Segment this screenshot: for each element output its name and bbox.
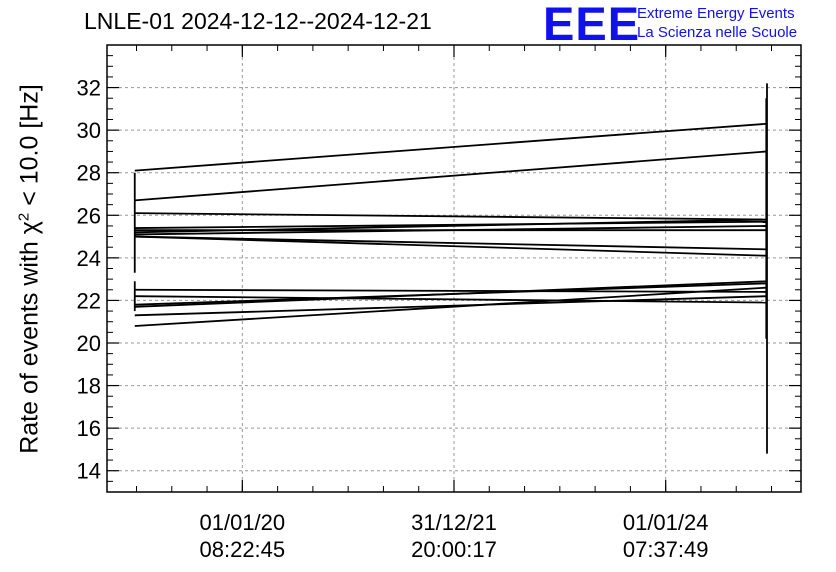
y-tick-label: 28 (77, 161, 101, 186)
y-tick-label: 20 (77, 331, 101, 356)
series-line (134, 218, 768, 234)
series-line (134, 286, 768, 327)
x-tick-date-label: 01/01/20 (200, 510, 286, 535)
chart-title: LNLE-01 2024-12-12--2024-12-21 (84, 8, 432, 34)
series-line (134, 150, 768, 202)
x-tick-time-label: 07:37:49 (623, 537, 709, 562)
x-tick-date-label: 01/01/24 (623, 510, 709, 535)
x-tick-time-label: 08:22:45 (200, 537, 286, 562)
y-tick-label: 22 (77, 288, 101, 313)
x-tick-time-label: 20:00:17 (411, 537, 497, 562)
y-tick-label: 14 (77, 459, 101, 484)
series-line (134, 122, 768, 172)
series-line (134, 280, 768, 308)
series-line (134, 220, 768, 229)
brand-line-2: La Scienza nelle Scuole (637, 24, 798, 41)
y-tick-label: 32 (77, 76, 101, 101)
series-line (134, 235, 768, 257)
series-line (134, 295, 768, 304)
y-tick-label: 30 (77, 118, 101, 143)
y-tick-label: 18 (77, 374, 101, 399)
y-tick-label: 24 (77, 246, 101, 271)
y-tick-label: 26 (77, 203, 101, 228)
x-tick-date-label: 31/12/21 (411, 510, 497, 535)
series-line (134, 288, 767, 293)
eee-logo: EEE (543, 0, 641, 50)
series-line (134, 235, 768, 251)
brand-text: Extreme Energy Events La Scienza nelle S… (637, 4, 797, 42)
series-line (134, 225, 768, 236)
brand-line-1: Extreme Energy Events (637, 5, 795, 22)
plot-frame (106, 44, 802, 493)
series-line (134, 212, 768, 221)
series-line (134, 295, 768, 317)
y-tick-label: 16 (77, 416, 101, 441)
